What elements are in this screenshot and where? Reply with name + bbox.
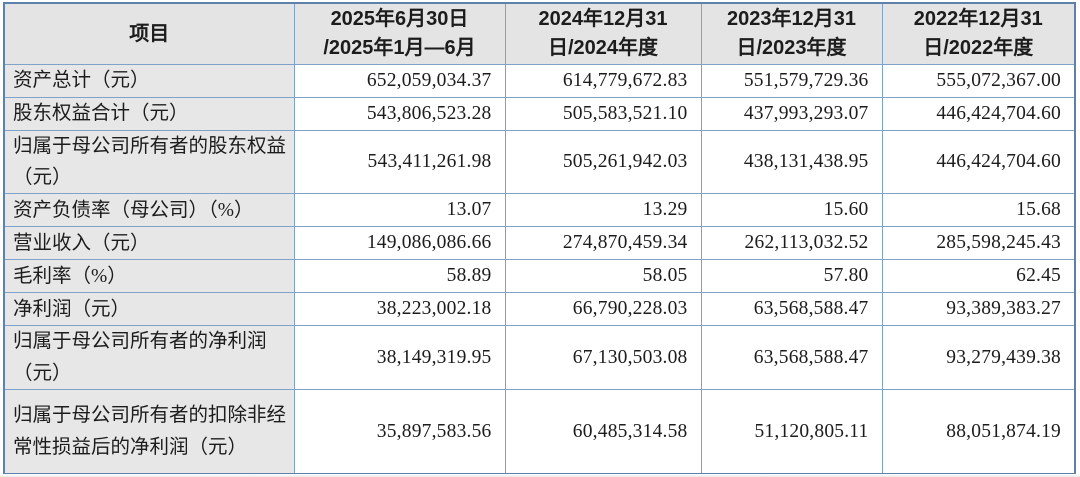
row-label: 资产负债率（母公司）（%） (3, 193, 295, 228)
row-label: 归属于母公司所有者的净利润（元） (3, 325, 295, 390)
cell-value: 543,411,261.98 (293, 129, 506, 195)
cell-value: 57.80 (700, 259, 883, 294)
table-row-debt-ratio: 资产负债率（母公司）（%） 13.07 13.29 15.60 15.68 (3, 193, 1076, 228)
cell-value: 438,131,438.95 (700, 129, 883, 195)
cell-value: 505,583,521.10 (504, 97, 702, 131)
cell-value: 446,424,704.60 (881, 97, 1076, 131)
table-row-parent-net-profit-excl-nonrecurring: 归属于母公司所有者的扣除非经常性损益后的净利润（元） 35,897,583.56… (3, 388, 1076, 475)
cell-value: 437,993,293.07 (700, 97, 883, 131)
cell-value: 262,113,032.52 (700, 226, 883, 261)
table-row-total-equity: 股东权益合计（元） 543,806,523.28 505,583,521.10 … (3, 97, 1076, 131)
cell-value: 543,806,523.28 (293, 97, 506, 131)
cell-value: 274,870,459.34 (504, 226, 702, 261)
cell-value: 67,130,503.08 (504, 325, 702, 390)
table-row-parent-net-profit: 归属于母公司所有者的净利润（元） 38,149,319.95 67,130,50… (3, 325, 1076, 390)
row-label: 归属于母公司所有者的扣除非经常性损益后的净利润（元） (3, 388, 295, 475)
cell-value: 446,424,704.60 (881, 129, 1076, 195)
cell-value: 505,261,942.03 (504, 129, 702, 195)
cell-value: 15.68 (881, 193, 1076, 228)
page-bottom-edge (0, 474, 1080, 477)
financial-summary-table: 项目 2025年6月30日 /2025年1月—6月 2024年12月31 日/2… (3, 2, 1076, 476)
cell-value: 38,223,002.18 (293, 292, 506, 327)
cell-value: 66,790,228.03 (504, 292, 702, 327)
cell-value: 88,051,874.19 (881, 388, 1076, 475)
column-header-period-2024: 2024年12月31 日/2024年度 (504, 2, 702, 65)
cell-value: 614,779,672.83 (504, 64, 702, 98)
cell-value: 63,568,588.47 (700, 292, 883, 327)
column-header-period-2022: 2022年12月31 日/2022年度 (881, 2, 1076, 65)
cell-value: 38,149,319.95 (293, 325, 506, 390)
cell-value: 60,485,314.58 (504, 388, 702, 475)
table-row-revenue: 营业收入（元） 149,086,086.66 274,870,459.34 26… (3, 226, 1076, 261)
column-header-period-2023: 2023年12月31 日/2023年度 (700, 2, 883, 65)
table-row-total-assets: 资产总计（元） 652,059,034.37 614,779,672.83 55… (3, 64, 1076, 98)
row-label: 归属于母公司所有者的股东权益（元） (3, 129, 295, 195)
cell-value: 62.45 (881, 259, 1076, 294)
cell-value: 551,579,729.36 (700, 64, 883, 98)
cell-value: 285,598,245.43 (881, 226, 1076, 261)
row-label: 营业收入（元） (3, 226, 295, 261)
cell-value: 13.07 (293, 193, 506, 228)
row-label: 股东权益合计（元） (3, 97, 295, 131)
cell-value: 652,059,034.37 (293, 64, 506, 98)
cell-value: 58.89 (293, 259, 506, 294)
header-row: 项目 2025年6月30日 /2025年1月—6月 2024年12月31 日/2… (3, 2, 1076, 65)
table-row-net-profit: 净利润（元） 38,223,002.18 66,790,228.03 63,56… (3, 292, 1076, 327)
row-label: 毛利率（%） (3, 259, 295, 294)
cell-value: 555,072,367.00 (881, 64, 1076, 98)
cell-value: 15.60 (700, 193, 883, 228)
table-row-parent-equity: 归属于母公司所有者的股东权益（元） 543,411,261.98 505,261… (3, 129, 1076, 195)
table-row-gross-margin: 毛利率（%） 58.89 58.05 57.80 62.45 (3, 259, 1076, 294)
cell-value: 58.05 (504, 259, 702, 294)
cell-value: 93,279,439.38 (881, 325, 1076, 390)
column-header-item: 项目 (3, 2, 295, 65)
row-label: 净利润（元） (3, 292, 295, 327)
cell-value: 149,086,086.66 (293, 226, 506, 261)
row-label: 资产总计（元） (3, 64, 295, 98)
cell-value: 13.29 (504, 193, 702, 228)
column-header-period-2025: 2025年6月30日 /2025年1月—6月 (293, 2, 506, 65)
cell-value: 63,568,588.47 (700, 325, 883, 390)
cell-value: 51,120,805.11 (700, 388, 883, 475)
cell-value: 93,389,383.27 (881, 292, 1076, 327)
cell-value: 35,897,583.56 (293, 388, 506, 475)
